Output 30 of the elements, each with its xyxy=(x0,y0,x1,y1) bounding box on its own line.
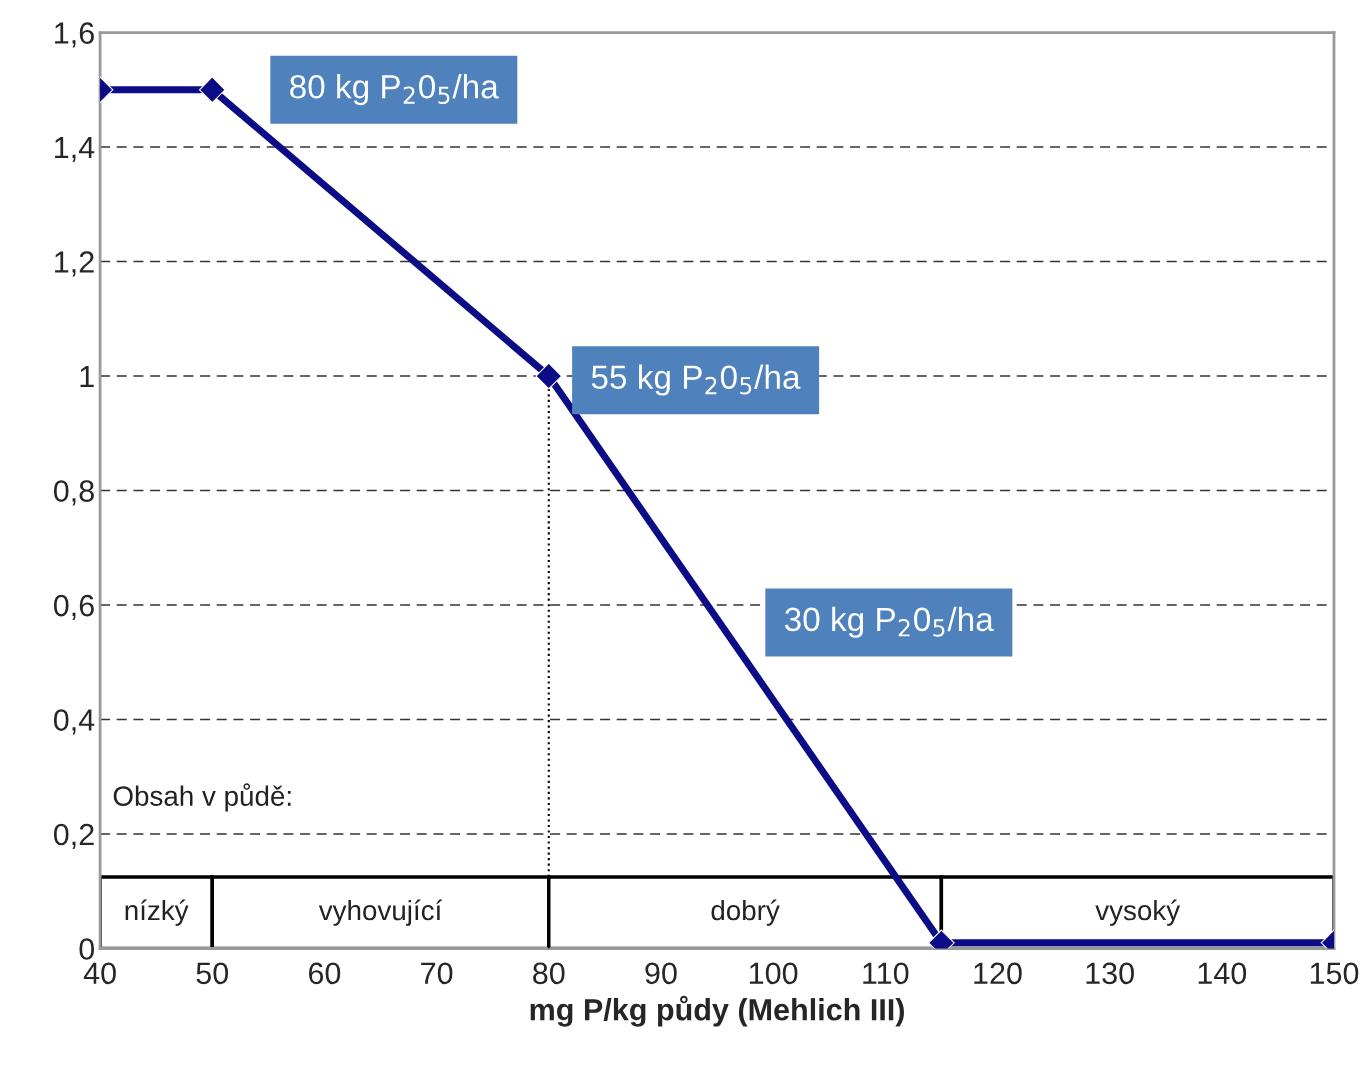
x-axis-title: mg P/kg půdy (Mehlich III) xyxy=(530,995,904,1027)
x-tick-label: 40 xyxy=(83,962,116,985)
y-tick-label: 1,4 xyxy=(55,137,95,162)
x-tick-label: 70 xyxy=(421,962,453,985)
band-label: dobrý xyxy=(711,899,780,926)
annotation: 80 kg P$_{2}$0$_{5}$/ha xyxy=(290,74,499,106)
annotation: Obsah v půdě: xyxy=(113,783,291,812)
band-label: vyhovující xyxy=(318,899,443,926)
x-tick-label: 80 xyxy=(533,962,565,985)
x-tick-label: 100 xyxy=(749,962,798,985)
x-tick-label: 90 xyxy=(645,962,677,985)
annotation: 55 kg P$_{2}$0$_{5}$/ha xyxy=(591,364,801,396)
y-tick-label: 1,6 xyxy=(55,22,94,48)
x-tick-label: 60 xyxy=(308,962,341,985)
x-tick-label: 50 xyxy=(196,962,229,985)
annotation: 30 kg P$_{2}$0$_{5}$/ha xyxy=(784,606,994,638)
x-tick-label: 140 xyxy=(1198,962,1247,985)
x-tick-label: 110 xyxy=(863,962,909,985)
y-tick-label: 0,4 xyxy=(53,709,95,735)
x-tick-label: 120 xyxy=(974,962,1022,985)
y-tick-label: 0,8 xyxy=(53,480,94,506)
y-tick-label: 0 xyxy=(79,938,95,960)
band-label: vysoký xyxy=(1095,899,1181,926)
band-label: nízký xyxy=(125,899,189,926)
x-tick-label: 150 xyxy=(1310,962,1359,985)
y-tick-label: 0,2 xyxy=(53,823,94,849)
y-tick-label: 0,6 xyxy=(53,594,94,620)
x-tick-label: 130 xyxy=(1086,962,1134,985)
y-tick-label: 1,2 xyxy=(55,251,94,277)
y-tick-label: 1 xyxy=(80,366,94,388)
